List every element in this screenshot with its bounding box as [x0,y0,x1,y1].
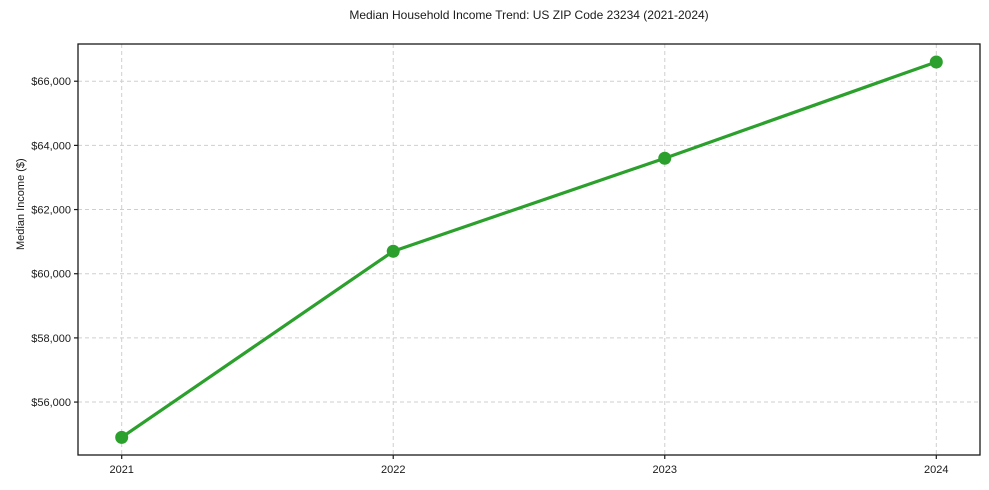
y-tick-label: $66,000 [31,76,71,88]
y-tick-label: $58,000 [31,333,71,345]
data-point-2022 [386,244,400,258]
y-tick-label: $60,000 [31,269,71,281]
x-tick-label: 2021 [109,464,133,476]
plot-border [77,43,981,456]
y-tick-label: $56,000 [31,397,71,409]
trend-line [120,60,938,439]
y-tick-label: $64,000 [31,140,71,152]
y-tick-label: $62,000 [31,205,71,217]
chart-title: Median Household Income Trend: US ZIP Co… [349,8,709,22]
x-tick-label: 2024 [924,464,948,476]
data-point-2023 [658,151,672,165]
x-tick-label: 2023 [653,464,677,476]
data-point-2021 [115,430,129,444]
data-point-2024 [929,55,943,69]
x-tick-label: 2022 [381,464,405,476]
